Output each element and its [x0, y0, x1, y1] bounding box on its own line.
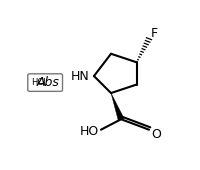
Text: HCl: HCl — [32, 78, 46, 87]
FancyBboxPatch shape — [28, 74, 63, 91]
Text: HO: HO — [80, 125, 99, 138]
Text: O: O — [151, 129, 161, 141]
Text: HN: HN — [71, 70, 89, 83]
Text: Abs: Abs — [37, 76, 59, 89]
Polygon shape — [111, 93, 124, 120]
Text: F: F — [151, 27, 158, 40]
